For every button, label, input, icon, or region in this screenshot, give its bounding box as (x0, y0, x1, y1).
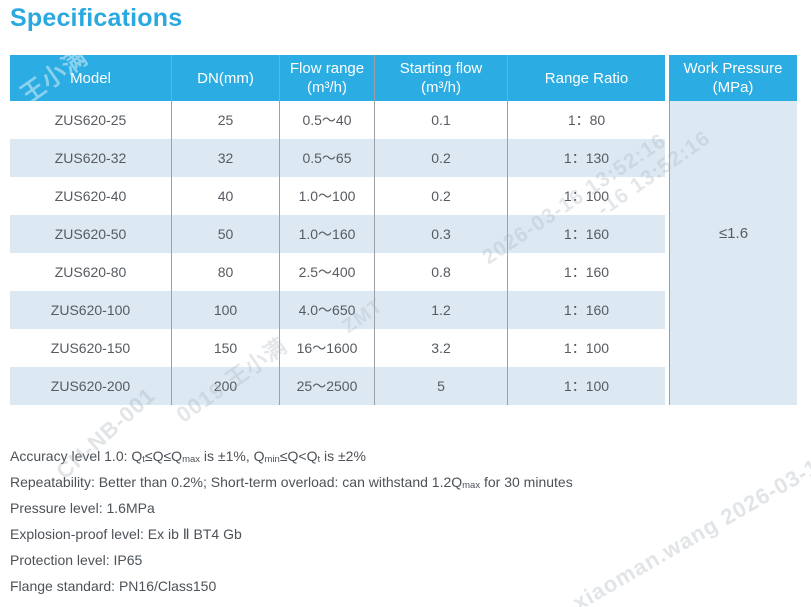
cell-model: ZUS620-50 (10, 215, 171, 253)
column-header-dn: DN(mm) (171, 55, 279, 101)
column-header-work-pressure: Work Pressure (MPa) (669, 55, 797, 101)
cell-range_ratio: 1：100 (507, 367, 665, 405)
cell-flow_range: 25～2500 (279, 367, 374, 405)
header-line: Model (70, 69, 111, 87)
subscript: max (462, 480, 481, 491)
cell-dn: 80 (171, 253, 279, 291)
note-text: Flange standard: PN16/Class150 (10, 578, 217, 594)
spec-note: Pressure level: 1.6MPa (10, 495, 573, 521)
work-pressure-value: ≤1.6 (718, 224, 749, 242)
cell-flow_range: 2.5～400 (279, 253, 374, 291)
table-header-row: Model DN(mm) Flow range (m³/h) Starting flow… (10, 55, 665, 101)
header-line: (m³/h) (421, 79, 461, 96)
table-row: ZUS620-32 32 0.5～65 0.2 1：130 (10, 139, 665, 177)
note-text: Repeatability: Better than 0.2%; Short-t… (10, 474, 463, 490)
cell-starting_flow: 0.2 (374, 139, 507, 177)
header-line: Work Pressure (683, 60, 783, 77)
cell-flow_range: 1.0～160 (279, 215, 374, 253)
table-body: ZUS620-25 25 0.5～40 0.1 1：80 ZUS620-32 32 0.5～6… (10, 101, 665, 405)
header-line: Range Ratio (544, 69, 629, 87)
cell-model: ZUS620-200 (10, 367, 171, 405)
cell-dn: 50 (171, 215, 279, 253)
subscript: t (142, 454, 145, 465)
cell-flow_range: 1.0～100 (279, 177, 374, 215)
cell-flow_range: 4.0～650 (279, 291, 374, 329)
cell-dn: 100 (171, 291, 279, 329)
column-header-starting_flow: Starting flow (m³/h) (374, 55, 507, 101)
spec-note: Accuracy level 1.0: Qt≤Q≤Qmax is ±1%, Qm… (10, 443, 573, 469)
table-row: ZUS620-150 150 16～1600 3.2 1：100 (10, 329, 665, 367)
cell-starting_flow: 5 (374, 367, 507, 405)
column-header-model: Model (10, 55, 171, 101)
cell-range_ratio: 1：80 (507, 101, 665, 139)
cell-range_ratio: 1：160 (507, 215, 665, 253)
cell-flow_range: 0.5～40 (279, 101, 374, 139)
spec-note: Repeatability: Better than 0.2%; Short-t… (10, 469, 573, 495)
table-row: ZUS620-200 200 25～2500 5 1：100 (10, 367, 665, 405)
cell-flow_range: 0.5～65 (279, 139, 374, 177)
watermark: xiaoman.wang 2026-03-1 (568, 453, 811, 607)
note-text: Pressure level: 1.6MPa (10, 500, 155, 516)
work-pressure-merged-cell: ≤1.6 (669, 101, 797, 405)
cell-model: ZUS620-100 (10, 291, 171, 329)
cell-range_ratio: 1：100 (507, 177, 665, 215)
table-row: ZUS620-40 40 1.0～100 0.2 1：100 (10, 177, 665, 215)
header-line: Flow range (289, 60, 365, 77)
cell-starting_flow: 3.2 (374, 329, 507, 367)
header-line: Starting flow (399, 60, 483, 77)
note-text: ≤Q≤Q (144, 448, 183, 464)
cell-range_ratio: 1：100 (507, 329, 665, 367)
table-row: ZUS620-25 25 0.5～40 0.1 1：80 (10, 101, 665, 139)
specifications-table: Model DN(mm) Flow range (m³/h) Starting flow… (10, 55, 797, 405)
table-row: ZUS620-100 100 4.0～650 1.2 1：160 (10, 291, 665, 329)
cell-model: ZUS620-32 (10, 139, 171, 177)
cell-dn: 200 (171, 367, 279, 405)
note-text: is ±2% (320, 448, 366, 464)
subscript: t (317, 454, 321, 465)
note-text: for 30 minutes (480, 474, 573, 490)
cell-flow_range: 16～1600 (279, 329, 374, 367)
spec-note: Flange standard: PN16/Class150 (10, 573, 573, 599)
cell-range_ratio: 1：160 (507, 253, 665, 291)
cell-range_ratio: 1：160 (507, 291, 665, 329)
cell-starting_flow: 0.1 (374, 101, 507, 139)
column-header-range_ratio: Range Ratio (507, 55, 665, 101)
cell-model: ZUS620-40 (10, 177, 171, 215)
work-pressure-column: Work Pressure (MPa) ≤1.6 (669, 55, 797, 405)
subscript: min (264, 454, 280, 465)
spec-notes: Accuracy level 1.0: Qt≤Q≤Qmax is ±1%, Qm… (10, 443, 573, 599)
header-line: (MPa) (712, 79, 754, 96)
cell-starting_flow: 1.2 (374, 291, 507, 329)
cell-model: ZUS620-150 (10, 329, 171, 367)
note-text: Explosion-proof level: Ex ib Ⅱ BT4 Gb (10, 526, 242, 542)
header-line: DN(mm) (197, 69, 254, 87)
cell-dn: 25 (171, 101, 279, 139)
table-main-columns: Model DN(mm) Flow range (m³/h) Starting flow… (10, 55, 665, 405)
cell-dn: 40 (171, 177, 279, 215)
note-text: Protection level: IP65 (10, 552, 143, 568)
header-row: Model DN(mm) Flow range (m³/h) Starting flow… (10, 55, 665, 101)
cell-dn: 32 (171, 139, 279, 177)
page-title: Specifications (10, 4, 183, 32)
spec-note: Explosion-proof level: Ex ib Ⅱ BT4 Gb (10, 521, 573, 547)
cell-range_ratio: 1：130 (507, 139, 665, 177)
table-row: ZUS620-50 50 1.0～160 0.3 1：160 (10, 215, 665, 253)
subscript: max (182, 454, 201, 465)
note-text: is ±1%, Q (200, 448, 265, 464)
header-line: (m³/h) (307, 79, 347, 96)
note-text: ≤Q<Q (279, 448, 318, 464)
cell-starting_flow: 0.2 (374, 177, 507, 215)
column-header-flow_range: Flow range (m³/h) (279, 55, 374, 101)
cell-starting_flow: 0.3 (374, 215, 507, 253)
cell-model: ZUS620-80 (10, 253, 171, 291)
cell-starting_flow: 0.8 (374, 253, 507, 291)
cell-dn: 150 (171, 329, 279, 367)
cell-model: ZUS620-25 (10, 101, 171, 139)
table-row: ZUS620-80 80 2.5～400 0.8 1：160 (10, 253, 665, 291)
spec-note: Protection level: IP65 (10, 547, 573, 573)
note-text: Accuracy level 1.0: Q (10, 448, 143, 464)
